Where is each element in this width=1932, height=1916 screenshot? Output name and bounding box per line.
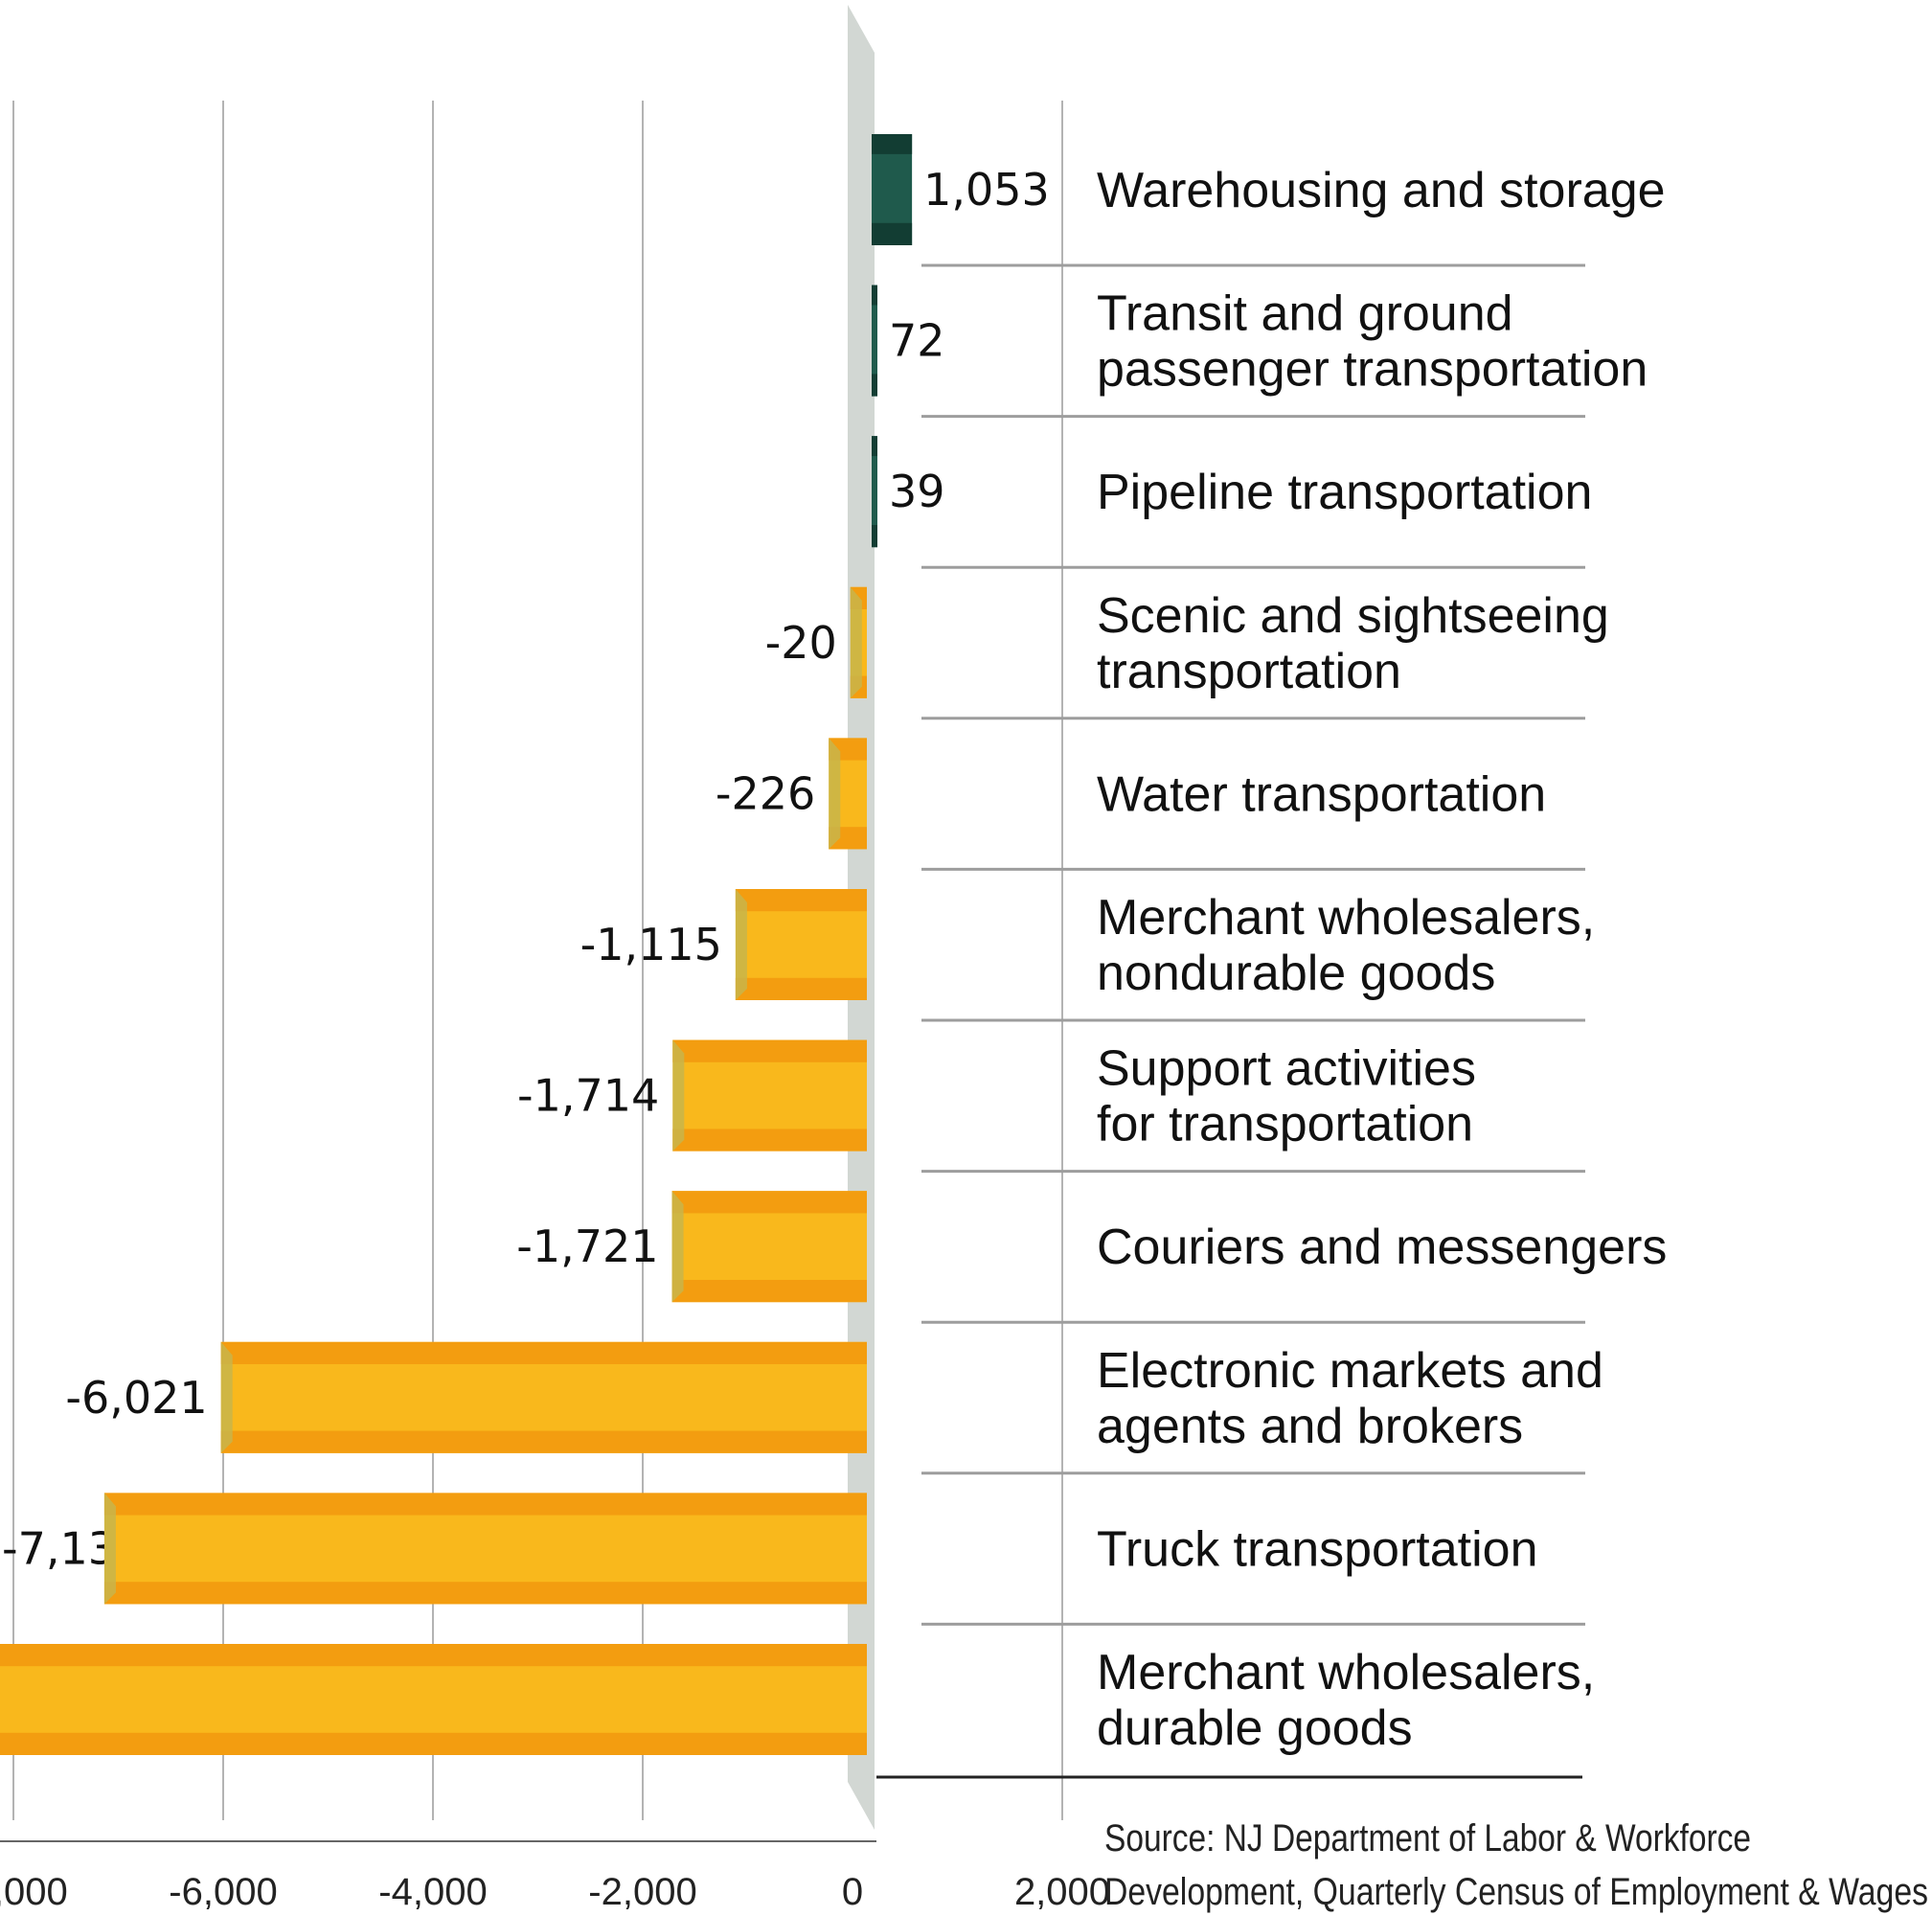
bar-end-face bbox=[735, 889, 747, 1000]
bar-end-face bbox=[671, 1191, 684, 1303]
x-tick-label: 2,000 bbox=[1014, 1871, 1110, 1913]
data-label: -20 bbox=[765, 617, 837, 669]
data-label: -6,021 bbox=[65, 1372, 207, 1424]
category-label-line: Scenic and sightseeing bbox=[1097, 588, 1609, 644]
category-label-line: Transit and ground bbox=[1097, 286, 1513, 342]
category-label-line: Truck transportation bbox=[1097, 1521, 1537, 1577]
source-line-2: Development, Quarterly Census of Employm… bbox=[1104, 1871, 1928, 1913]
category-label-line: for transportation bbox=[1097, 1097, 1473, 1152]
bar-top-shade bbox=[872, 134, 913, 154]
bar-end-face bbox=[103, 1493, 116, 1605]
category-label: Warehousing and storage bbox=[1097, 163, 1666, 218]
bar-bottom-shade bbox=[0, 1732, 867, 1755]
bar-end-face bbox=[829, 738, 841, 850]
category-labels: Warehousing and storage Transit and groun… bbox=[876, 163, 1667, 1779]
category-label-line: Electronic markets and bbox=[1097, 1343, 1603, 1399]
category-label: Couriers and messengers bbox=[1097, 1220, 1667, 1275]
category-label-line: agents and brokers bbox=[1097, 1399, 1523, 1454]
x-tick-label: 0 bbox=[842, 1871, 863, 1913]
category-label-line: transportation bbox=[1097, 644, 1401, 699]
bar-bottom-shade bbox=[872, 374, 877, 397]
bar-bottom-shade bbox=[103, 1582, 867, 1605]
bar-end-face bbox=[672, 1039, 685, 1152]
data-label: -1,721 bbox=[516, 1220, 658, 1272]
category-label-line: Support activities bbox=[1097, 1041, 1476, 1097]
category-label: Water transportation bbox=[1097, 766, 1546, 822]
bar-top-shade bbox=[103, 1493, 867, 1516]
bars: 1,053 72 39 -20 -226 -1,115 -1,714 -1,721 -6,021… bbox=[0, 134, 1050, 1755]
bar-bottom-shade bbox=[672, 1129, 867, 1152]
bar bbox=[872, 436, 877, 548]
data-label: 72 bbox=[889, 315, 945, 367]
bar-end-face bbox=[220, 1341, 233, 1453]
bar-bottom-shade bbox=[872, 222, 913, 245]
source-note: Source: NJ Department of Labor & Workfor… bbox=[1104, 1817, 1928, 1913]
bar-top-shade bbox=[872, 285, 877, 306]
data-label: 39 bbox=[889, 466, 945, 517]
bar-top-shade bbox=[735, 889, 867, 912]
x-tick-label: -2,000 bbox=[588, 1871, 696, 1913]
category-label: Merchant wholesalers,nondurable goods bbox=[1097, 890, 1595, 1001]
bar-top-shade bbox=[220, 1341, 867, 1364]
bar-bottom-shade bbox=[872, 525, 877, 548]
data-label: -1,714 bbox=[517, 1070, 659, 1122]
category-label-line: Warehousing and storage bbox=[1097, 163, 1666, 218]
category-label-line: Couriers and messengers bbox=[1097, 1220, 1667, 1275]
x-tick-label: -4,000 bbox=[378, 1871, 487, 1913]
category-label: Merchant wholesalers,durable goods bbox=[1097, 1645, 1595, 1756]
category-label-line: passenger transportation bbox=[1097, 342, 1648, 398]
category-label-line: Merchant wholesalers, bbox=[1097, 890, 1595, 946]
x-tick-label: -6,000 bbox=[169, 1871, 277, 1913]
category-label: Pipeline transportation bbox=[1097, 465, 1592, 520]
category-label-line: Merchant wholesalers, bbox=[1097, 1645, 1595, 1700]
data-label: -1,115 bbox=[580, 919, 722, 970]
bar-top-shade bbox=[0, 1644, 867, 1667]
data-label: 1,053 bbox=[923, 164, 1050, 216]
bar-bottom-shade bbox=[220, 1430, 867, 1453]
bar-top-shade bbox=[671, 1191, 867, 1214]
bar-end-face bbox=[850, 586, 862, 698]
x-axis: -16,000-14,000-12,000-10,000-8,000-6,000… bbox=[0, 1840, 1110, 1913]
bar-bottom-shade bbox=[671, 1280, 867, 1303]
data-label: -226 bbox=[716, 767, 815, 819]
x-tick-label: -8,000 bbox=[0, 1871, 68, 1913]
bar bbox=[872, 285, 877, 397]
bar-top-shade bbox=[672, 1039, 867, 1062]
source-line-1: Source: NJ Department of Labor & Workfor… bbox=[1104, 1817, 1751, 1859]
category-label-line: nondurable goods bbox=[1097, 946, 1495, 1001]
bar-top-shade bbox=[872, 436, 877, 457]
bar-bottom-shade bbox=[735, 977, 867, 1000]
category-label-line: Pipeline transportation bbox=[1097, 465, 1592, 520]
category-label-line: Water transportation bbox=[1097, 766, 1546, 822]
category-label: Truck transportation bbox=[1097, 1521, 1537, 1577]
category-label-line: durable goods bbox=[1097, 1700, 1413, 1756]
